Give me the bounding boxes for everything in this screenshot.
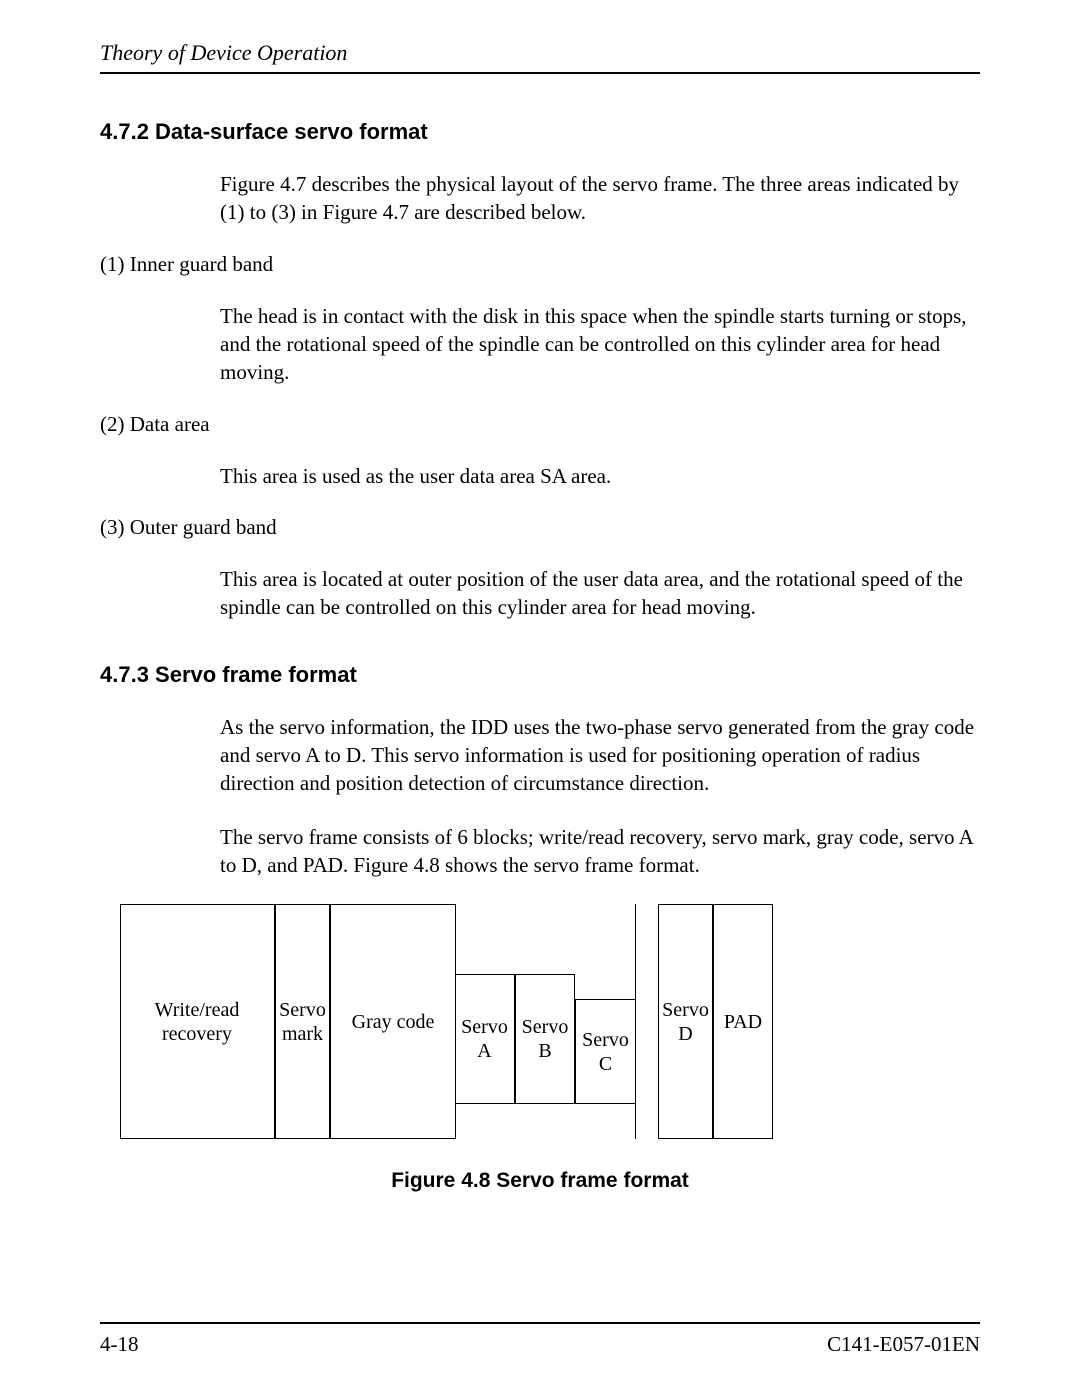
- block-label: Gray code: [352, 1010, 435, 1034]
- block-servo-mark: Servomark: [275, 904, 330, 1139]
- block-servo-b: ServoB: [515, 974, 575, 1104]
- block-gray-code: Gray code: [330, 904, 455, 1139]
- section-472-heading: 4.7.2 Data-surface servo format: [100, 119, 980, 145]
- section-473-para2: The servo frame consists of 6 blocks; wr…: [220, 823, 980, 880]
- item-2-body: This area is used as the user data area …: [220, 462, 980, 490]
- item-3-heading: (3) Outer guard band: [100, 515, 980, 540]
- section-473-para1: As the servo information, the IDD uses t…: [220, 713, 980, 798]
- figure-guide-line: [635, 904, 636, 1139]
- figure-4-8: Write/readrecovery Servomark Gray code S…: [110, 904, 810, 1139]
- running-header: Theory of Device Operation: [100, 40, 980, 74]
- section-472-intro: Figure 4.7 describes the physical layout…: [220, 170, 980, 227]
- block-servo-d: ServoD: [658, 904, 713, 1139]
- block-label: Write/readrecovery: [155, 998, 240, 1046]
- block-pad: PAD: [713, 904, 773, 1139]
- block-label: PAD: [724, 1010, 762, 1034]
- block-servo-a: ServoA: [455, 974, 515, 1104]
- figure-4-8-caption: Figure 4.8 Servo frame format: [100, 1169, 980, 1193]
- footer-page-number: 4-18: [100, 1332, 139, 1357]
- page-footer: 4-18 C141-E057-01EN: [100, 1322, 980, 1357]
- block-servo-c: ServoC: [575, 999, 635, 1104]
- block-write-read-recovery: Write/readrecovery: [120, 904, 275, 1139]
- block-label: ServoB: [522, 1015, 569, 1063]
- footer-doc-id: C141-E057-01EN: [827, 1332, 980, 1357]
- item-3-body: This area is located at outer position o…: [220, 565, 980, 622]
- page: Theory of Device Operation 4.7.2 Data-su…: [0, 0, 1080, 1397]
- item-1-heading: (1) Inner guard band: [100, 252, 980, 277]
- block-label: ServoC: [582, 1028, 629, 1076]
- section-473-heading: 4.7.3 Servo frame format: [100, 662, 980, 688]
- item-1-body: The head is in contact with the disk in …: [220, 302, 980, 387]
- item-2-heading: (2) Data area: [100, 412, 980, 437]
- block-label: ServoD: [662, 998, 709, 1046]
- block-label: ServoA: [461, 1015, 508, 1063]
- block-label: Servomark: [279, 998, 326, 1046]
